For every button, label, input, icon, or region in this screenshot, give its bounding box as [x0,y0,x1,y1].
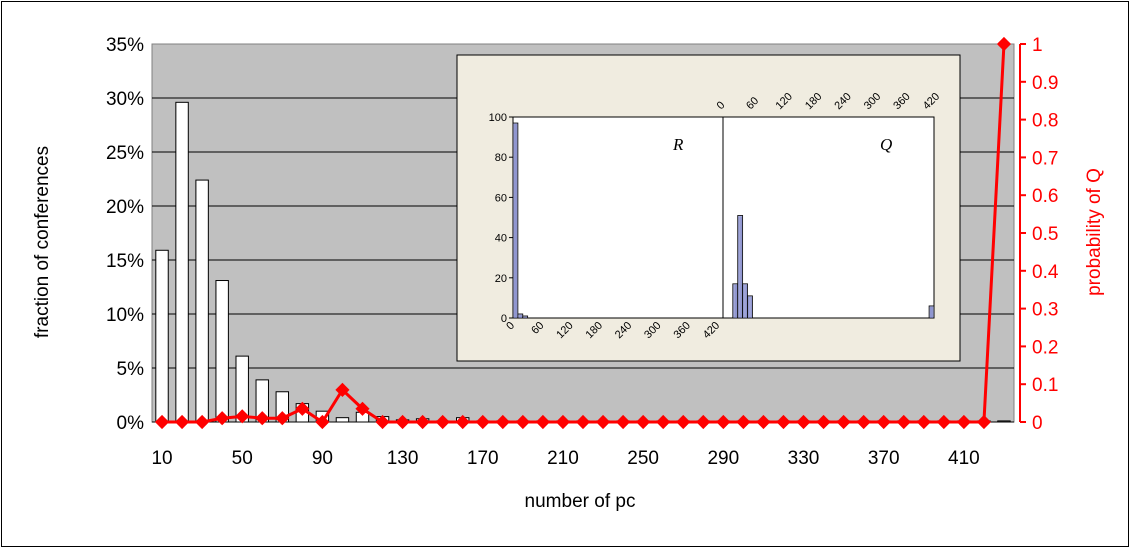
inset-y-tick-labels: 0 20 40 60 80 100 [489,112,513,325]
y-left-tick-label: 5% [117,359,145,380]
y-right-tick-label: 0.2 [1032,337,1058,358]
inset-y-tick-label: 60 [495,192,507,204]
probability-marker [195,414,210,430]
probability-marker [856,414,871,430]
probability-marker [896,414,911,430]
bar [997,420,1011,423]
probability-marker [595,414,611,430]
x-tick-label: 290 [707,448,739,469]
probability-marker [776,414,791,430]
y-right-tick-label: 0.6 [1032,186,1058,207]
probability-marker [756,414,771,430]
inset-y-tick-label: 100 [489,112,507,124]
inset-y-tick-label: 0 [501,313,507,325]
bar [155,249,169,423]
y-right-tick-label: 0.5 [1032,224,1058,245]
y-right-tick-label: 0.3 [1032,300,1058,321]
x-tick-label: 50 [232,448,253,469]
probability-marker [154,414,170,430]
y-left-tick-label: 10% [106,305,144,326]
probability-marker [796,414,811,430]
probability-marker [215,411,230,426]
y-right-axis: 0 0.1 0.2 0.3 0.4 0.5 0.6 0.7 0.8 0.9 1 [1019,35,1059,434]
x-tick-label: 90 [312,448,333,469]
y-left-tick-label: 25% [106,143,144,164]
x-tick-label: 130 [387,448,419,469]
probability-marker [355,401,370,416]
probability-marker [535,414,550,430]
probability-marker [555,414,571,430]
y-left-tick-label: 30% [106,89,144,110]
y-right-tick-label: 0.8 [1032,111,1058,132]
probability-marker [616,414,631,430]
probability-marker [716,414,731,430]
y-right-tick-label: 0.1 [1032,375,1058,396]
x-tick-label: 210 [547,448,579,469]
y-right-tick-label: 0.7 [1032,148,1058,169]
y-left-tick-label: 0% [117,413,145,434]
probability-marker [275,411,290,426]
probability-marker [455,414,470,430]
bar-series [155,101,1011,423]
y-left-tick-label: 35% [106,35,144,56]
y-right-axis-label: probability of Q [1084,168,1105,296]
probability-marker [996,36,1012,52]
probability-line-series [154,36,1012,430]
bar [335,417,350,423]
inset-label-r: R [672,135,684,154]
x-tick-label: 10 [151,448,172,469]
probability-marker [435,414,450,430]
probability-marker [295,401,310,416]
probability-marker [515,414,530,430]
probability-marker [976,414,992,430]
x-tick-label: 330 [788,448,820,469]
probability-marker [876,414,891,430]
probability-marker [676,414,691,430]
probability-marker [956,414,971,430]
y-right-tick-label: 0 [1032,413,1043,434]
probability-marker [375,414,390,430]
x-tick-label: 170 [467,448,499,469]
probability-marker [656,414,671,430]
x-tick-label: 410 [948,448,980,469]
probability-marker [415,414,430,430]
x-axis-label: number of pc [525,491,636,512]
probability-marker [395,414,410,430]
y-left-tick-label: 15% [106,251,144,272]
probability-marker [495,414,510,430]
bar [175,101,189,423]
bar [215,280,229,423]
x-tick-label: 250 [627,448,659,469]
probability-marker [335,382,350,397]
x-tick-labels: 10 50 90 130 170 210 250 290 330 370 410 [151,448,979,469]
probability-marker [936,414,951,430]
y-right-tick-label: 1 [1032,35,1043,56]
probability-marker [315,414,330,430]
probability-marker [575,414,591,430]
inset-y-tick-label: 20 [495,273,507,285]
y-left-tick-label: 20% [106,197,144,218]
x-tick-label: 370 [868,448,900,469]
probability-marker [836,414,851,430]
y-right-tick-label: 0.9 [1032,73,1058,94]
inset-y-tick-label: 40 [495,233,507,245]
probability-marker [916,414,931,430]
probability-marker [174,414,190,430]
probability-marker [235,409,250,424]
inset-bars [512,122,935,319]
y-right-tick-label: 0.4 [1032,262,1059,283]
probability-marker [696,414,711,430]
bar [195,179,209,423]
probability-marker [475,414,490,430]
inset-label-q: Q [880,135,892,154]
probability-marker [636,414,651,430]
probability-marker [736,414,751,430]
probability-marker [816,414,831,430]
y-left-tick-labels: 0% 5% 10% 15% 20% 25% 30% 35% [106,35,144,434]
y-left-axis-label: fraction of conferences [32,146,53,338]
inset-y-tick-label: 80 [495,152,507,164]
